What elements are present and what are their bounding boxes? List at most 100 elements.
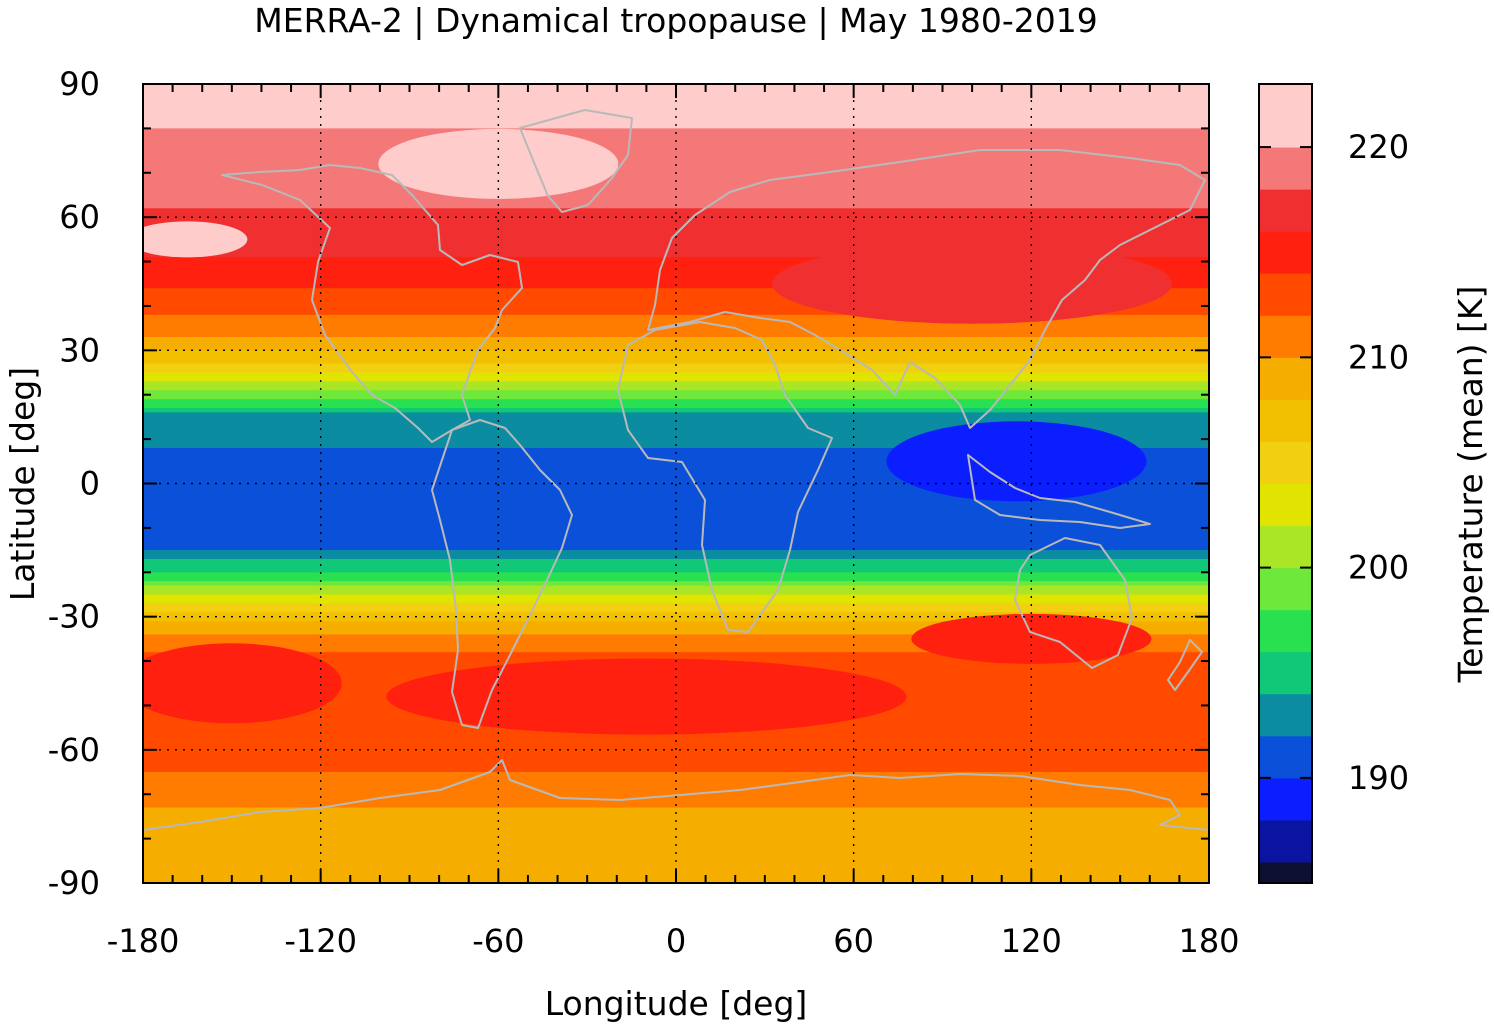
temperature-band: [143, 288, 1209, 294]
temperature-band: [143, 319, 1209, 325]
colorbar-swatch: [1259, 861, 1312, 884]
temperature-band: [143, 150, 1209, 156]
temperature-band: [143, 532, 1209, 538]
temperature-band: [143, 221, 1209, 227]
temperature-band: [143, 359, 1209, 365]
y-tick-label: 0: [80, 465, 100, 503]
temperature-band: [143, 261, 1209, 267]
temperature-band: [143, 217, 1209, 223]
temperature-band: [143, 350, 1209, 356]
temperature-band: [143, 581, 1209, 587]
temperature-band: [143, 860, 1209, 866]
temperature-band: [143, 328, 1209, 334]
temperature-band: [143, 767, 1209, 773]
y-tick-label: -60: [48, 731, 100, 769]
colorbar-swatch: [1259, 693, 1312, 737]
temperature-band: [143, 567, 1209, 573]
x-tick-label: -180: [107, 922, 180, 960]
y-axis-title: Latitude [deg]: [3, 367, 42, 601]
temperature-band: [143, 470, 1209, 476]
temperature-band: [143, 776, 1209, 782]
coastline-north-america: [221, 164, 523, 443]
temperature-band: [143, 847, 1209, 853]
temperature-region: [143, 221, 248, 258]
x-tick-label: 120: [1001, 922, 1062, 960]
coastline-new-zealand: [1167, 639, 1203, 691]
temperature-band: [143, 243, 1209, 249]
temperature-band: [143, 807, 1209, 813]
x-tick-label: 0: [666, 922, 686, 960]
temperature-band: [143, 736, 1209, 742]
colorbar-swatch: [1259, 651, 1312, 695]
colorbar-tick-label: 200: [1348, 549, 1409, 587]
temperature-band: [143, 110, 1209, 116]
coastlines: [143, 109, 1209, 831]
coastline-greenland: [519, 109, 633, 213]
temperature-band: [143, 780, 1209, 786]
temperature-band: [143, 550, 1209, 556]
temperature-band: [143, 558, 1209, 564]
temperature-band: [143, 638, 1209, 644]
temperature-band: [143, 536, 1209, 542]
temperature-region: [378, 128, 619, 199]
temperature-band: [143, 838, 1209, 844]
temperature-band: [143, 416, 1209, 422]
temperature-band: [143, 372, 1209, 378]
temperature-band: [143, 137, 1209, 143]
temperature-band: [143, 368, 1209, 374]
colorbar-ticks: 220 210 200 190: [1259, 128, 1409, 797]
colorbar-swatch: [1259, 735, 1312, 779]
temperature-band: [143, 332, 1209, 338]
temperature-band: [143, 212, 1209, 218]
temperature-band: [143, 598, 1209, 604]
temperature-band: [143, 168, 1209, 174]
temperature-region: [911, 613, 1152, 664]
temperature-band: [143, 785, 1209, 791]
temperature-band: [143, 390, 1209, 396]
colorbar-swatch: [1259, 147, 1312, 190]
colorbar-swatch: [1259, 231, 1312, 274]
temperature-region: [386, 658, 907, 735]
temperature-band: [143, 199, 1209, 205]
gridlines: [143, 84, 1209, 883]
temperature-band: [143, 252, 1209, 258]
temperature-region: [886, 421, 1147, 502]
temperature-band: [143, 128, 1209, 134]
colorbar-swatch: [1259, 567, 1312, 611]
temperature-band: [143, 541, 1209, 547]
temperature-band: [143, 119, 1209, 125]
temperature-band: [143, 572, 1209, 578]
colorbar-swatch: [1259, 483, 1312, 527]
temperature-band: [143, 789, 1209, 795]
temperature-band: [143, 270, 1209, 276]
colorbar-title: Temperature (mean) [K]: [1451, 286, 1490, 684]
x-tick-label: 180: [1178, 922, 1239, 960]
temperature-band: [143, 519, 1209, 525]
temperature-band: [143, 341, 1209, 347]
temperature-band: [143, 612, 1209, 618]
temperature-band: [143, 447, 1209, 454]
temperature-band: [143, 576, 1209, 582]
temperature-band: [143, 239, 1209, 245]
temperature-band: [143, 421, 1209, 427]
colorbar-swatch: [1259, 399, 1312, 442]
temperature-band: [143, 203, 1209, 209]
temperature-band: [143, 292, 1209, 298]
y-tick-label: -90: [48, 864, 100, 902]
temperature-band: [143, 496, 1209, 502]
coastline-south-america: [431, 419, 573, 729]
temperature-band: [143, 190, 1209, 196]
temperature-band: [143, 177, 1209, 183]
colorbar-tick-label: 190: [1348, 759, 1409, 797]
temperature-band: [143, 798, 1209, 804]
temperature-band: [143, 732, 1209, 738]
temperature-band: [143, 283, 1209, 289]
temperature-band: [143, 527, 1209, 533]
temperature-band: [143, 510, 1209, 516]
temperature-band: [143, 647, 1209, 653]
temperature-band: [143, 479, 1209, 485]
temperature-band: [143, 590, 1209, 596]
y-tick-label: 60: [59, 198, 100, 236]
temperature-band: [143, 629, 1209, 636]
y-tick-label: 90: [59, 65, 100, 103]
